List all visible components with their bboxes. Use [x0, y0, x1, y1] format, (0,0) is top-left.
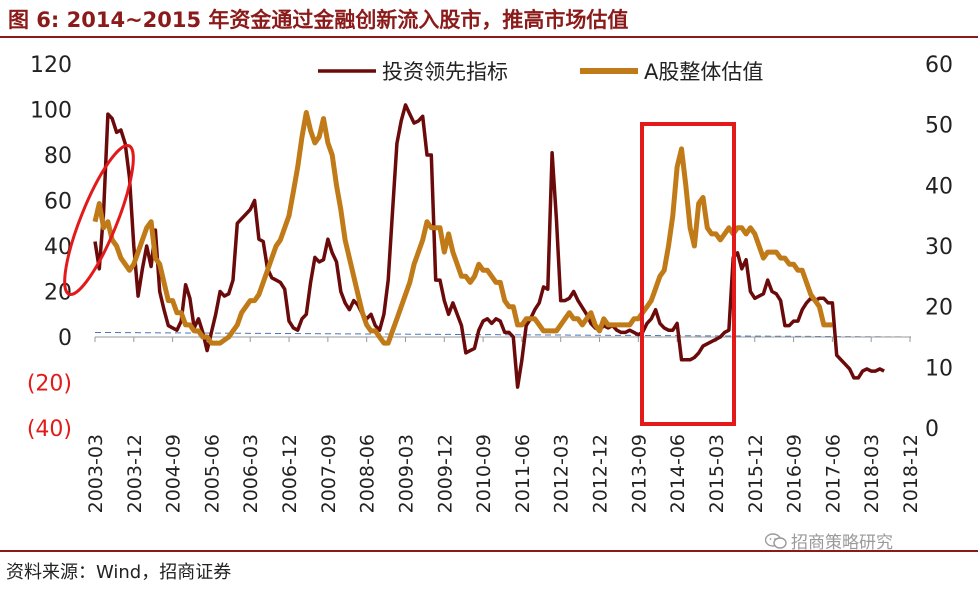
right-axis-ticks: 60 50 40 30 20 10 0 [925, 53, 953, 442]
source-note: 资料来源：Wind，招商证券 [6, 562, 232, 583]
series-line-investment-lead [93, 103, 885, 389]
series-group [92, 103, 885, 389]
legend-label: 投资领先指标 [382, 60, 508, 84]
x-tick-label: 2015-03 [706, 434, 728, 513]
x-tick-label: 2003-03 [85, 434, 107, 513]
legend-label: A股整体估值 [644, 60, 763, 84]
figure-title: 图 6: 2014~2015 年资金通过金融创新流入股市，推高市场估值 [8, 8, 629, 32]
x-tick-label: 2007-09 [318, 434, 340, 513]
annotation-group [63, 122, 736, 426]
x-tick-label: 2014-06 [667, 434, 689, 513]
left-tick-label: (20) [27, 372, 72, 397]
x-tick-label: 2006-12 [279, 434, 301, 513]
x-axis-tick-labels: 2003-03 2003-12 2004-09 2005-06 2006-03 2006-… [85, 337, 922, 513]
right-tick-label: 50 [925, 114, 953, 139]
left-tick-label: 60 [44, 190, 72, 215]
watermark: 招商策略研究 [765, 528, 893, 553]
x-tick-label: 2009-12 [434, 434, 456, 513]
annotation-box [640, 122, 736, 426]
series-line-a-share-valuation [92, 110, 833, 346]
x-tick-label: 2013-09 [628, 434, 650, 513]
right-tick-label: 40 [925, 174, 953, 199]
left-tick-label: 100 [30, 99, 72, 124]
x-tick-label: 2004-09 [163, 434, 185, 513]
x-tick-label: 2016-09 [784, 434, 806, 513]
x-tick-label: 2003-12 [124, 434, 146, 513]
annotation-ellipse [63, 144, 135, 296]
x-tick-label: 2011-06 [512, 434, 534, 513]
right-tick-label: 0 [925, 417, 939, 442]
left-tick-label: 80 [44, 144, 72, 169]
x-tick-label: 2010-09 [473, 434, 495, 513]
legend: 投资领先指标 A股整体估值 [318, 60, 763, 84]
x-tick-label: 2015-12 [745, 434, 767, 513]
right-tick-label: 20 [925, 296, 953, 321]
x-tick-label: 2012-12 [590, 434, 612, 513]
left-tick-label: (40) [27, 417, 72, 442]
source-divider [0, 550, 978, 552]
x-tick-label: 2006-03 [240, 434, 262, 513]
right-tick-label: 30 [925, 235, 953, 260]
x-tick-label: 2005-06 [201, 434, 223, 513]
title-divider [0, 36, 978, 38]
x-tick-label: 2012-03 [551, 434, 573, 513]
x-tick-label: 2008-06 [357, 434, 379, 513]
x-tick-label: 2017-06 [822, 434, 844, 513]
right-tick-label: 60 [925, 53, 953, 78]
x-tick-label: 2009-03 [395, 434, 417, 513]
left-tick-label: 120 [30, 53, 72, 78]
x-tick-label: 2018-03 [861, 434, 883, 513]
watermark-text: 招商策略研究 [791, 533, 893, 553]
right-tick-label: 10 [925, 356, 953, 381]
zero-dashed-line [94, 331, 916, 338]
left-tick-label: 0 [58, 326, 72, 351]
x-tick-label: 2018-12 [900, 434, 922, 513]
wechat-icon [765, 532, 787, 549]
